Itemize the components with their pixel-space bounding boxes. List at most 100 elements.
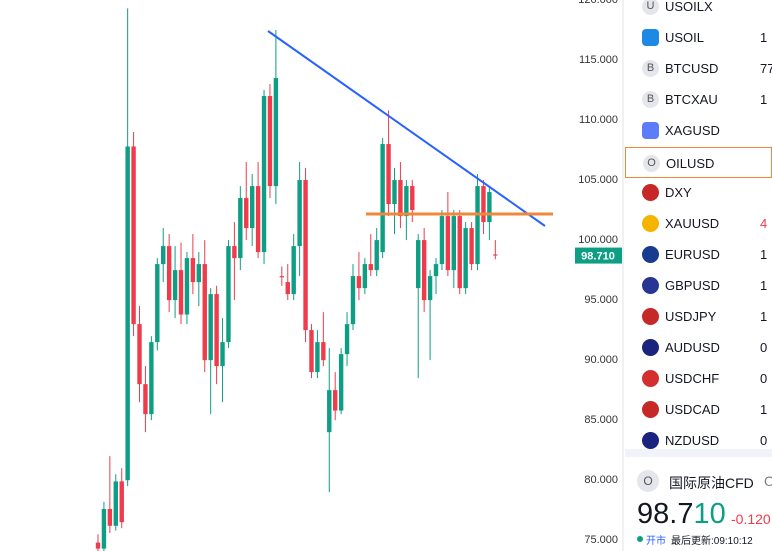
- candle-body: [291, 246, 296, 295]
- watchlist-row[interactable]: B BTCUSD 77: [625, 53, 772, 84]
- symbol: GBPUSD: [665, 278, 720, 293]
- candle-body: [196, 264, 202, 283]
- candle-body: [113, 481, 118, 526]
- symbol-icon: [642, 277, 659, 294]
- symbol-icon: [642, 122, 659, 139]
- last-update: 最后更新:09:10:12: [671, 536, 753, 547]
- candle-body: [410, 186, 415, 211]
- price-main: 98.7: [637, 498, 694, 530]
- symbol-value: 4: [760, 216, 768, 231]
- candle-body: [285, 282, 290, 295]
- symbol: XAGUSD: [665, 123, 720, 138]
- status-dot: [637, 536, 643, 542]
- watchlist-row[interactable]: GBPUSD 1: [625, 270, 772, 301]
- candle-body: [427, 276, 433, 301]
- candle-body: [125, 146, 130, 481]
- candle-body: [226, 246, 231, 343]
- candle-body: [273, 78, 279, 187]
- candle-body: [463, 228, 468, 289]
- symbol: USDJPY: [665, 309, 717, 324]
- symbol: USDCHF: [665, 371, 720, 386]
- y-tick-label: 105.000: [578, 174, 618, 186]
- y-tick-label: 85.000: [584, 414, 618, 426]
- price-chart: 120.000 115.000 110.000 105.000 100.000 95.00…: [95, 0, 624, 551]
- candle-body: [101, 508, 107, 549]
- candle-body: [481, 186, 486, 223]
- watchlist-row[interactable]: NZDUSD 0: [625, 425, 772, 456]
- last-price-label: 98.710: [581, 250, 615, 262]
- symbol: NZDUSD: [665, 433, 720, 448]
- candle-body: [386, 144, 391, 205]
- separator: [625, 449, 772, 457]
- symbol-icon: [642, 215, 659, 232]
- watchlist-row[interactable]: XAGUSD: [625, 115, 772, 146]
- y-tick-label: 115.000: [579, 54, 618, 66]
- candle-body: [95, 542, 101, 549]
- candle-body: [208, 294, 213, 361]
- candle-body: [267, 96, 273, 187]
- instrument-code: O: [764, 473, 772, 489]
- instrument-name: 国际原油CFD: [669, 475, 754, 491]
- watchlist-row[interactable]: USOIL 1: [625, 22, 772, 53]
- watchlist-row[interactable]: USDCHF 0: [625, 363, 772, 394]
- candle-body: [487, 192, 492, 223]
- symbol-value: 0: [760, 371, 768, 386]
- symbol-icon: [642, 246, 659, 263]
- candle-body: [172, 270, 178, 301]
- market-status: 开市: [646, 536, 666, 547]
- candle-body: [404, 186, 409, 217]
- candle-body: [279, 276, 285, 278]
- y-tick-label: 100.000: [578, 234, 618, 246]
- symbol-value: 1: [760, 309, 768, 324]
- watchlist-row[interactable]: XAUUSD 4: [625, 208, 772, 239]
- detail-icon: O: [637, 470, 659, 492]
- symbol: USOILX: [665, 0, 713, 14]
- candle-body: [232, 246, 237, 259]
- candle-body: [493, 254, 498, 256]
- price: 98.710: [637, 498, 726, 531]
- symbol-icon: U: [642, 0, 659, 15]
- candle-body: [249, 186, 255, 229]
- watchlist-row[interactable]: USDCAD 1: [625, 394, 772, 425]
- symbol-value: 1: [760, 30, 768, 45]
- symbol: USDCAD: [665, 402, 720, 417]
- candle-body: [416, 240, 421, 289]
- symbol-icon: [642, 308, 659, 325]
- candle-body: [321, 342, 326, 361]
- watchlist-row[interactable]: USDJPY 1: [625, 301, 772, 332]
- candle-body: [445, 216, 451, 271]
- y-tick-label: 95.000: [584, 294, 618, 306]
- y-tick-label: 80.000: [584, 474, 618, 486]
- candle-body: [380, 144, 385, 253]
- symbol-value: 0: [760, 433, 768, 448]
- watchlist-row[interactable]: B BTCXAU 1: [625, 84, 772, 115]
- watchlist-row[interactable]: DXY: [625, 177, 772, 208]
- symbol: OILUSD: [666, 156, 715, 171]
- symbol-value: 1: [760, 247, 768, 262]
- candle-body: [107, 508, 113, 526]
- watchlist-row[interactable]: AUDUSD 0: [625, 332, 772, 363]
- y-tick-label: 90.000: [584, 354, 618, 366]
- candle-body: [362, 264, 368, 289]
- candle-body: [119, 481, 124, 523]
- watchlist-row[interactable]: O OILUSD: [625, 147, 772, 178]
- candle-body: [475, 186, 480, 265]
- price-change: -0.120: [731, 511, 771, 527]
- candle-body: [297, 180, 302, 247]
- detail-panel: O 国际原油CFD O 98.710 -0.120 开市 最后更新:09:10:…: [625, 458, 772, 551]
- watchlist-row[interactable]: U USOILX: [625, 0, 772, 22]
- candle-body: [238, 198, 243, 259]
- candle-body: [333, 390, 338, 411]
- symbol-icon: [642, 339, 659, 356]
- y-tick-label: 110.000: [579, 114, 618, 126]
- price-tail: 10: [693, 498, 726, 530]
- candle-body: [457, 216, 462, 289]
- candle-body: [338, 354, 344, 411]
- watchlist-row[interactable]: EURUSD 1: [625, 239, 772, 270]
- candle-body: [202, 264, 207, 361]
- candle-body: [214, 294, 219, 367]
- symbol-icon: [642, 29, 659, 46]
- candle-body: [374, 240, 379, 271]
- candle-body: [309, 330, 314, 373]
- symbol-value: 1: [760, 92, 768, 107]
